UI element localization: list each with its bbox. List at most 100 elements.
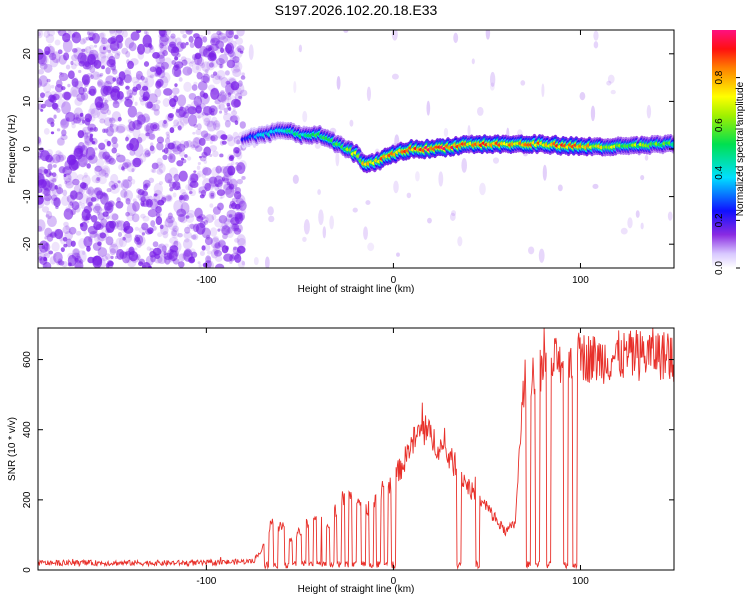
noise-dot — [54, 39, 61, 46]
noise-dot — [175, 37, 182, 46]
noise-dot — [180, 30, 185, 35]
noise-dot — [215, 57, 225, 66]
noise-dot — [140, 75, 145, 81]
noise-dot — [153, 183, 163, 196]
noise-dot — [75, 230, 82, 236]
noise-dot — [190, 60, 195, 64]
noise-dot — [187, 106, 197, 115]
noise-dot — [83, 79, 89, 87]
noise-dot — [163, 119, 167, 125]
noise-dot — [221, 225, 231, 236]
noise-dot — [153, 193, 158, 197]
noise-dot — [70, 60, 74, 66]
noise-dot — [606, 80, 612, 86]
noise-dot — [162, 123, 166, 127]
noise-dot — [63, 221, 69, 227]
noise-dot — [200, 62, 206, 69]
noise-dot — [38, 186, 43, 194]
colorbar-ticks: 0.0 0.2 0.4 0.6 0.8 — [714, 70, 740, 275]
noise-dot — [162, 154, 168, 161]
noise-dot — [167, 179, 172, 183]
noise-dot — [51, 230, 56, 237]
noise-dot — [142, 86, 151, 99]
noise-dot — [178, 261, 185, 268]
noise-dot — [142, 152, 149, 158]
noise-dot — [210, 74, 215, 79]
noise-dot — [55, 154, 65, 163]
noise-dot — [188, 61, 194, 67]
noise-dot — [196, 165, 201, 171]
noise-dot — [203, 105, 214, 115]
noise-dot — [125, 136, 129, 142]
noise-dot — [87, 225, 98, 235]
noise-dot — [233, 99, 242, 108]
noise-dot — [60, 118, 69, 129]
noise-dot — [158, 35, 169, 47]
noise-dot — [67, 70, 75, 80]
noise-dot — [38, 175, 41, 180]
noise-dot — [111, 47, 118, 54]
noise-dot — [264, 256, 270, 268]
noise-dot — [75, 145, 84, 155]
noise-dot — [190, 234, 197, 240]
noise-dot — [94, 147, 98, 151]
noise-dot — [241, 260, 245, 266]
noise-dot — [177, 213, 186, 223]
noise-dot — [84, 46, 92, 54]
noise-dot — [196, 123, 202, 131]
noise-dot — [292, 174, 299, 185]
noise-dot — [176, 143, 186, 152]
noise-dot — [92, 205, 103, 214]
noise-dot — [176, 185, 182, 191]
noise-dot — [44, 227, 53, 238]
noise-dot — [225, 42, 235, 55]
noise-dot — [79, 145, 89, 157]
noise-dot — [318, 209, 324, 226]
noise-dot — [193, 81, 198, 86]
noise-dot — [51, 184, 62, 197]
noise-dot — [139, 191, 149, 203]
noise-dot — [627, 217, 633, 229]
noise-dot — [165, 195, 172, 202]
noise-dot — [225, 30, 235, 39]
noise-dot — [152, 241, 159, 248]
noise-dot — [215, 47, 221, 54]
noise-dot — [188, 191, 193, 195]
noise-dot — [415, 171, 420, 182]
noise-dot — [63, 172, 72, 183]
noise-dot — [208, 190, 216, 200]
noise-dot — [72, 248, 80, 256]
noise-dot — [103, 192, 107, 197]
noise-dot — [83, 172, 88, 178]
noise-dot — [148, 46, 155, 54]
noise-dot — [133, 143, 144, 158]
noise-dot — [40, 103, 46, 109]
noise-dot — [95, 101, 103, 111]
noise-dot — [211, 39, 216, 44]
noise-dot — [115, 152, 121, 158]
noise-dot — [45, 33, 55, 44]
noise-dot — [200, 75, 210, 83]
noise-dot — [169, 237, 179, 245]
noise-dot — [71, 31, 82, 44]
noise-dot — [92, 255, 103, 268]
noise-dot — [78, 193, 89, 205]
noise-dot — [236, 30, 245, 37]
noise-dot — [45, 214, 50, 218]
noise-dot — [151, 169, 157, 174]
noise-dot — [123, 191, 129, 198]
noise-dot — [41, 245, 45, 250]
noise-dot — [161, 72, 171, 84]
noise-dot — [231, 161, 235, 166]
noise-dot — [211, 87, 219, 95]
noise-dot — [148, 229, 153, 234]
noise-dot — [51, 102, 58, 110]
noise-dot — [147, 152, 151, 157]
noise-dot — [154, 88, 162, 98]
noise-dot — [236, 45, 245, 53]
noise-dot — [150, 168, 155, 173]
noise-dot — [53, 253, 57, 258]
noise-dot — [89, 133, 93, 138]
noise-dot — [206, 250, 212, 255]
noise-dot — [111, 213, 119, 221]
